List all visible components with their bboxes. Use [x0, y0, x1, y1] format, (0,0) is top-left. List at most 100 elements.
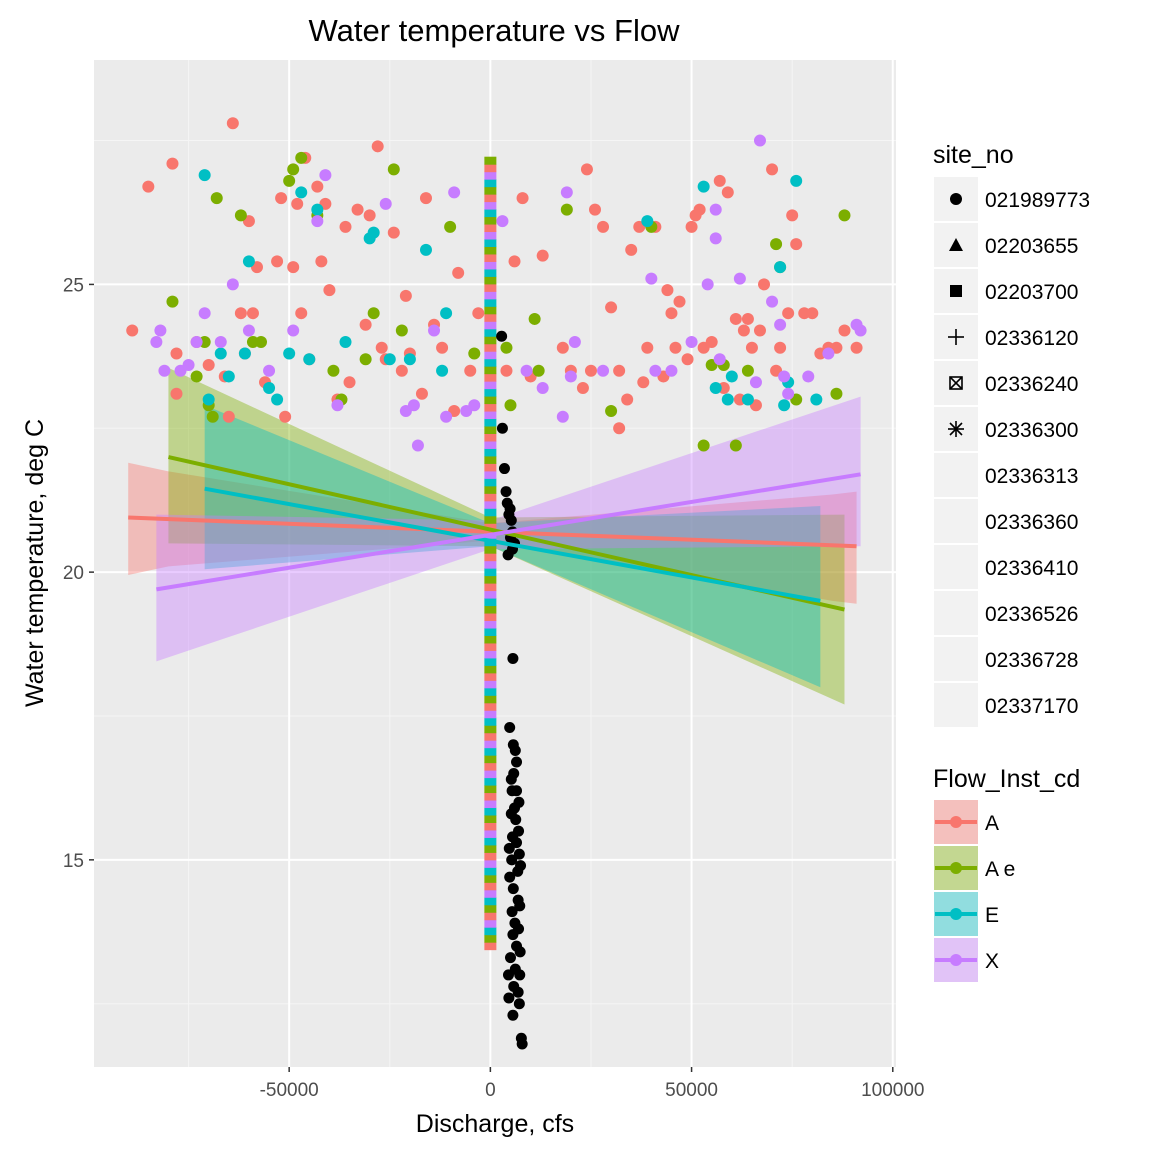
data-point	[741, 393, 754, 406]
data-point	[854, 324, 867, 337]
legend-label: 02336410	[985, 557, 1078, 580]
cluster-mark	[484, 485, 497, 494]
data-point	[745, 341, 758, 354]
cluster-mark	[484, 276, 497, 285]
cluster-mark	[484, 702, 497, 711]
legend-label: A	[985, 812, 999, 835]
data-point	[375, 341, 388, 354]
data-point	[507, 929, 519, 941]
data-point	[295, 151, 308, 164]
data-point	[311, 180, 324, 193]
data-point	[782, 387, 795, 400]
cluster-mark	[484, 156, 497, 165]
fit-line	[156, 472, 861, 592]
data-point	[693, 203, 706, 216]
legend-flow-inst-cd: Flow_Inst_cd A A e EX	[932, 765, 1080, 984]
data-point	[806, 307, 819, 320]
cluster-mark	[484, 568, 497, 577]
data-point	[725, 370, 738, 383]
data-point	[150, 335, 163, 348]
data-point	[528, 312, 541, 325]
cluster-mark	[484, 807, 497, 816]
data-point	[705, 335, 718, 348]
cluster-mark	[484, 770, 497, 779]
data-point	[511, 756, 523, 768]
cluster-mark	[484, 919, 497, 928]
data-point	[198, 169, 211, 182]
cluster-mark	[484, 897, 497, 906]
cluster-mark	[484, 403, 497, 412]
data-point	[733, 272, 746, 285]
data-point	[504, 503, 516, 515]
fit-lines	[128, 455, 861, 612]
data-point	[637, 376, 650, 389]
legend-key	[932, 451, 980, 499]
data-point	[234, 209, 247, 222]
legend-key	[932, 497, 980, 545]
data-point	[830, 387, 843, 400]
data-point	[170, 387, 183, 400]
legend-label: 02203655	[985, 235, 1078, 258]
data-point	[246, 307, 259, 320]
data-point	[568, 335, 581, 348]
legend-dot	[950, 954, 962, 966]
data-point	[758, 278, 771, 291]
data-point	[669, 341, 682, 354]
cluster-mark	[484, 927, 497, 936]
data-point	[556, 341, 569, 354]
cluster-mark	[484, 598, 497, 607]
cluster-mark	[484, 627, 497, 636]
data-point	[283, 347, 296, 360]
data-point	[753, 324, 766, 337]
data-point	[291, 197, 304, 210]
cluster-mark	[484, 852, 497, 861]
cluster-mark	[484, 440, 497, 449]
x-tick-label: 0	[485, 1080, 496, 1101]
data-point	[512, 986, 524, 998]
cluster-mark	[484, 351, 497, 360]
cluster-mark	[484, 792, 497, 801]
legend-key	[932, 681, 980, 729]
data-point	[367, 307, 380, 320]
legend-title: site_no	[933, 141, 1014, 169]
data-point	[597, 220, 610, 233]
chart-title: Water temperature vs Flow	[309, 13, 681, 48]
data-point	[295, 307, 308, 320]
data-point	[503, 842, 515, 854]
y-axis-label: Water temperature, deg C	[21, 419, 49, 707]
legend-asterisk-icon	[949, 422, 963, 436]
data-point	[182, 358, 195, 371]
legend-circle-icon	[950, 193, 962, 205]
cluster-mark	[484, 613, 497, 622]
cluster-mark	[484, 224, 497, 233]
data-point	[536, 381, 549, 394]
data-point	[701, 278, 714, 291]
cluster-mark	[484, 650, 497, 659]
data-point	[271, 255, 284, 268]
data-point	[514, 900, 526, 912]
legend-boxed-x-icon	[949, 376, 963, 390]
data-point	[588, 203, 601, 216]
data-point	[774, 318, 787, 331]
data-point	[713, 353, 726, 366]
cluster-mark	[484, 358, 497, 367]
cluster-mark	[484, 500, 497, 509]
data-point	[263, 364, 276, 377]
data-point	[387, 163, 400, 176]
cluster-mark	[484, 837, 497, 846]
data-point	[387, 226, 400, 239]
data-point	[419, 243, 432, 256]
data-point	[503, 992, 515, 1004]
cluster-mark	[484, 313, 497, 322]
data-point	[685, 220, 698, 233]
legend-key	[932, 543, 980, 591]
data-point	[741, 312, 754, 325]
data-point	[621, 393, 634, 406]
data-point	[509, 745, 521, 757]
data-point	[613, 364, 626, 377]
data-point	[399, 289, 412, 302]
legend-title: Flow_Inst_cd	[933, 765, 1080, 793]
legend-label: 02336313	[985, 465, 1078, 488]
data-point	[721, 186, 734, 199]
